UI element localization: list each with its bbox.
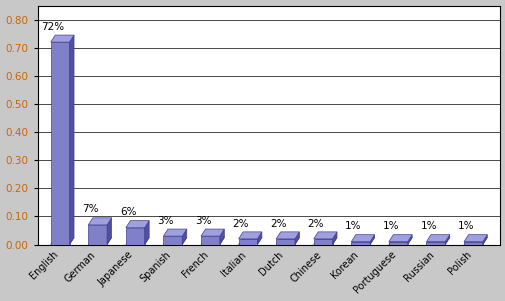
Polygon shape	[238, 239, 257, 244]
Polygon shape	[463, 242, 482, 244]
Polygon shape	[313, 239, 332, 244]
Polygon shape	[350, 237, 374, 244]
Polygon shape	[163, 237, 186, 244]
Polygon shape	[350, 242, 369, 244]
Text: 2%: 2%	[232, 219, 248, 228]
Polygon shape	[126, 228, 144, 244]
Polygon shape	[482, 235, 486, 244]
Polygon shape	[200, 229, 224, 236]
Polygon shape	[126, 237, 149, 244]
Polygon shape	[369, 235, 374, 244]
Polygon shape	[238, 232, 262, 239]
Polygon shape	[426, 242, 444, 244]
Polygon shape	[163, 229, 186, 236]
Text: 2%: 2%	[270, 219, 286, 228]
Polygon shape	[69, 35, 74, 244]
Polygon shape	[88, 225, 107, 244]
Text: 1%: 1%	[457, 221, 474, 231]
Polygon shape	[144, 221, 149, 244]
Polygon shape	[388, 237, 412, 244]
Text: 1%: 1%	[382, 221, 398, 231]
Polygon shape	[50, 237, 74, 244]
Polygon shape	[463, 237, 486, 244]
Polygon shape	[200, 236, 219, 244]
Polygon shape	[276, 239, 294, 244]
Polygon shape	[238, 237, 262, 244]
Polygon shape	[182, 229, 186, 244]
Polygon shape	[257, 232, 262, 244]
Polygon shape	[276, 232, 299, 239]
Polygon shape	[276, 237, 299, 244]
Polygon shape	[163, 236, 182, 244]
Polygon shape	[50, 35, 74, 42]
Text: 1%: 1%	[420, 221, 436, 231]
Polygon shape	[426, 235, 449, 242]
Polygon shape	[200, 237, 224, 244]
Polygon shape	[444, 235, 449, 244]
Text: 2%: 2%	[307, 219, 324, 228]
Polygon shape	[350, 235, 374, 242]
Polygon shape	[313, 232, 336, 239]
Text: 1%: 1%	[344, 221, 361, 231]
Polygon shape	[294, 232, 299, 244]
Polygon shape	[107, 218, 112, 244]
Polygon shape	[426, 237, 449, 244]
Text: 7%: 7%	[82, 204, 98, 214]
Polygon shape	[126, 221, 149, 228]
Polygon shape	[313, 237, 336, 244]
Polygon shape	[388, 235, 412, 242]
Polygon shape	[50, 42, 69, 244]
Text: 6%: 6%	[120, 207, 136, 217]
Polygon shape	[332, 232, 336, 244]
Polygon shape	[88, 218, 112, 225]
Polygon shape	[407, 235, 412, 244]
Text: 3%: 3%	[194, 216, 211, 226]
Polygon shape	[88, 237, 112, 244]
Polygon shape	[463, 235, 486, 242]
Text: 72%: 72%	[41, 22, 65, 32]
Polygon shape	[219, 229, 224, 244]
Text: 3%: 3%	[157, 216, 174, 226]
Polygon shape	[388, 242, 407, 244]
